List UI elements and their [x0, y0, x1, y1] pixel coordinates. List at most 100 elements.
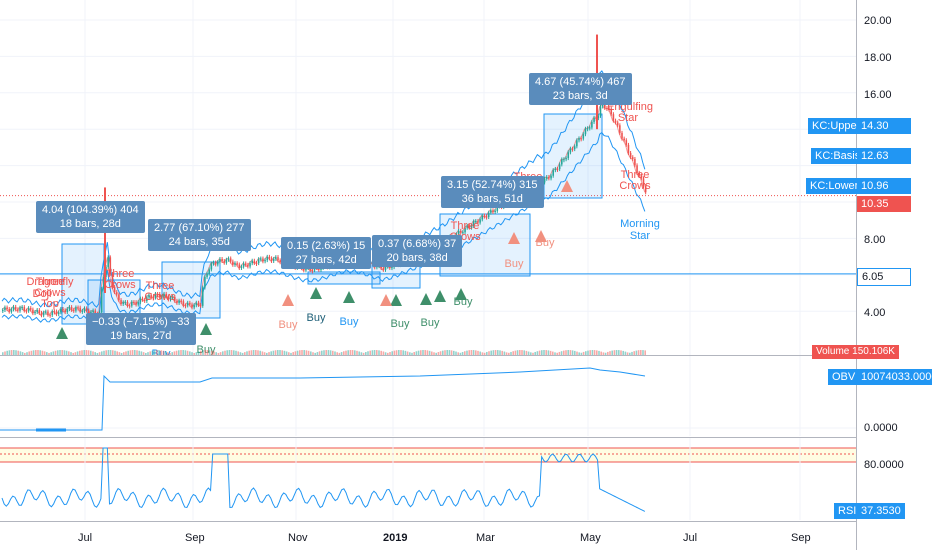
volume-bar — [316, 352, 319, 355]
candle-body — [201, 287, 204, 306]
candle-body — [264, 260, 266, 262]
volume-bar — [35, 350, 37, 355]
volume-bar — [90, 350, 92, 355]
candle-body — [197, 302, 200, 305]
candle-body — [165, 293, 167, 297]
candle-body — [255, 262, 258, 264]
candle-body — [208, 269, 210, 274]
obv-pane[interactable] — [0, 356, 856, 436]
volume-bar — [578, 352, 580, 355]
volume-bar — [527, 351, 530, 355]
measure-label[interactable]: 2.77 (67.10%) 277 24 bars, 35d — [148, 219, 251, 251]
candle-body — [621, 132, 623, 139]
volume-bar — [499, 350, 501, 355]
candle-body — [485, 216, 488, 218]
candle-body — [561, 159, 563, 165]
volume-bar — [87, 350, 90, 355]
volume-bar — [609, 351, 611, 355]
candle-body — [604, 104, 606, 108]
volume-bar — [644, 350, 646, 355]
volume-bar — [362, 352, 365, 355]
candle-body — [608, 108, 610, 110]
candle-body — [569, 148, 572, 153]
pane-separator — [0, 355, 932, 356]
buy-marker — [282, 294, 294, 306]
volume-bar — [479, 351, 481, 355]
volume-bar — [347, 350, 349, 355]
candle-body — [487, 212, 490, 217]
volume-bar — [184, 350, 187, 355]
candle-body — [277, 257, 279, 261]
candle-body — [111, 273, 114, 288]
volume-bar — [191, 352, 193, 355]
candle-body — [100, 288, 103, 313]
pattern-label: Three — [146, 280, 175, 292]
candle-body — [253, 260, 256, 263]
kc-lower-value: 10.96 — [857, 178, 911, 194]
volume-bar — [450, 350, 453, 355]
volume-bar — [305, 350, 308, 355]
candle-body — [75, 307, 77, 311]
volume-bar — [615, 350, 618, 355]
candle-body — [161, 296, 163, 298]
volume-bar — [453, 350, 455, 355]
volume-bar — [360, 352, 363, 355]
volume-bar — [340, 352, 343, 355]
measure-line: 3.15 (52.74%) 315 — [447, 179, 538, 191]
price-pane[interactable]: Three Crows Three Crows Three Crows Three Crows… — [0, 0, 856, 355]
measure-label[interactable]: 4.04 (104.39%) 404 18 bars, 28d — [36, 201, 145, 233]
volume-bar — [296, 350, 299, 355]
rsi-tick: 80.0000 — [864, 459, 904, 471]
buy-label: Buy — [391, 318, 410, 330]
candle-body — [601, 104, 604, 107]
candle-body — [382, 268, 385, 270]
volume-bar — [569, 350, 572, 355]
candle-body — [223, 260, 226, 263]
volume-bar — [576, 351, 578, 355]
candle-body — [614, 120, 617, 123]
rsi-chart[interactable] — [0, 438, 856, 520]
candle-body — [115, 292, 118, 295]
candle-body — [55, 311, 58, 315]
volume-bar — [483, 352, 486, 355]
volume-bar — [292, 352, 294, 355]
time-label: Sep — [791, 532, 811, 544]
obv-chart[interactable] — [0, 356, 856, 436]
measure-label[interactable]: 3.15 (52.74%) 315 36 bars, 51d — [441, 176, 544, 208]
candle-body — [27, 308, 30, 311]
volume-bar — [582, 351, 585, 355]
candle-body — [565, 158, 567, 160]
volume-bar — [510, 351, 512, 355]
volume-bar — [277, 350, 279, 355]
volume-bar — [486, 351, 488, 355]
volume-bar — [21, 352, 24, 355]
measure-label[interactable]: −0.33 (−7.15%) −33 19 bars, 27d — [86, 313, 196, 345]
volume-bar — [15, 350, 17, 355]
buy-label: Buy — [536, 237, 555, 249]
candle-body — [199, 304, 202, 306]
candle-body — [38, 310, 41, 313]
measure-label[interactable]: 0.37 (6.68%) 37 20 bars, 38d — [372, 235, 463, 267]
measure-label[interactable]: 4.67 (45.74%) 467 23 bars, 3d — [529, 73, 632, 105]
volume-bar — [457, 352, 459, 355]
volume-bar — [433, 352, 435, 355]
kc-upper-name: KC:Upper — [808, 118, 865, 134]
rsi-pane[interactable] — [0, 438, 856, 520]
pattern-label: Crows — [104, 279, 136, 291]
volume-bar — [283, 350, 286, 355]
volume-bar — [332, 350, 334, 355]
volume-bar — [642, 350, 644, 355]
candle-body — [244, 263, 247, 265]
volume-bar — [65, 350, 68, 355]
candle-body — [634, 158, 636, 166]
candle-body — [580, 138, 582, 140]
volume-bar — [30, 350, 33, 355]
volume-bar — [57, 350, 59, 355]
volume-bar — [266, 352, 268, 355]
buy-marker — [56, 327, 68, 339]
candle-body — [77, 307, 79, 309]
volume-bar — [153, 350, 156, 355]
pattern-label: Three — [106, 268, 135, 280]
measure-label[interactable]: 0.15 (2.63%) 15 27 bars, 42d — [281, 237, 372, 269]
